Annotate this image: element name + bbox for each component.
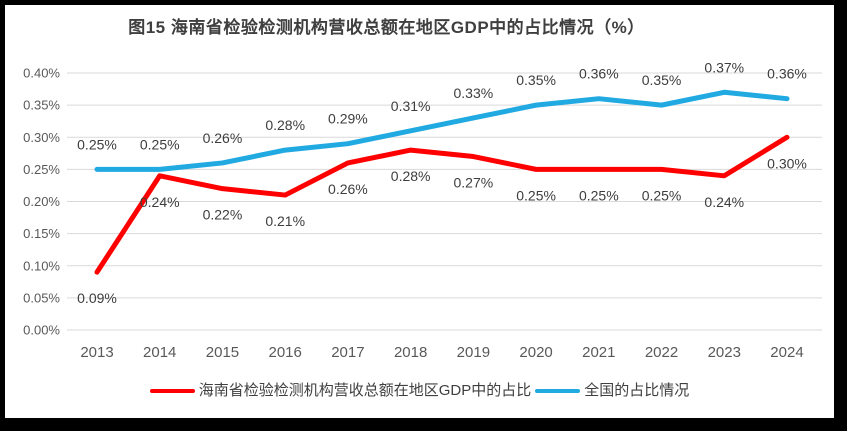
hainan-gdp-share-data-label: 0.24% <box>140 194 180 210</box>
hainan-gdp-share-data-label: 0.25% <box>579 187 619 203</box>
y-axis-tick-label: 0.30% <box>23 130 60 145</box>
hainan-gdp-share-data-label: 0.24% <box>704 194 744 210</box>
hainan-gdp-share-data-label: 0.26% <box>328 181 368 197</box>
hainan-gdp-share-line <box>94 134 790 275</box>
x-axis-tick-label: 2017 <box>331 344 364 361</box>
x-axis-tick-label: 2019 <box>457 344 490 361</box>
x-axis-tick-label: 2015 <box>206 344 239 361</box>
national-series-legend-swatch <box>535 389 581 393</box>
x-axis-tick-label: 2021 <box>582 344 615 361</box>
y-axis-tick-label: 0.40% <box>23 66 60 81</box>
chart-title: 图15 海南省检验检测机构营收总额在地区GDP中的占比情况（%） <box>128 18 645 37</box>
y-axis-tick-label: 0.25% <box>23 162 60 177</box>
hainan-gdp-share-data-label: 0.30% <box>767 155 807 171</box>
y-axis-tick-label: 0.10% <box>23 258 60 273</box>
x-axis-tick-label: 2024 <box>770 344 803 361</box>
national-share-data-label: 0.35% <box>516 72 556 88</box>
national-share-data-label: 0.37% <box>704 59 744 75</box>
x-axis-tick-label: 2023 <box>708 344 741 361</box>
y-axis-tick-label: 0.00% <box>23 323 60 338</box>
national-share-data-label: 0.26% <box>203 130 243 146</box>
national-share-data-label: 0.25% <box>140 136 180 152</box>
hainan-gdp-share-data-label: 0.28% <box>391 168 431 184</box>
national-share-data-label: 0.35% <box>642 72 682 88</box>
x-axis-tick-label: 2014 <box>143 344 176 361</box>
x-axis-tick-label: 2013 <box>80 344 113 361</box>
national-share-data-label: 0.25% <box>77 136 117 152</box>
x-axis-tick-label: 2022 <box>645 344 678 361</box>
national-series-legend-label: 全国的占比情况 <box>584 382 690 399</box>
y-axis-tick-label: 0.05% <box>23 290 60 305</box>
y-axis-tick-label: 0.35% <box>23 98 60 113</box>
x-axis-tick-label: 2018 <box>394 344 427 361</box>
hainan-gdp-share-data-label: 0.25% <box>642 187 682 203</box>
x-axis-tick-label: 2016 <box>268 344 301 361</box>
chart-panel: 图15 海南省检验检测机构营收总额在地区GDP中的占比情况（%） 0.40% 0.… <box>5 5 834 418</box>
hainan-series-legend-swatch <box>149 389 195 393</box>
line-chart-plot-area: 0.40% 0.35% 0.30% 0.25% 0.20% 0.15% 0.10% 0.05%… <box>23 59 822 361</box>
national-share-data-label: 0.31% <box>391 98 431 114</box>
national-share-data-label: 0.36% <box>579 66 619 82</box>
hainan-gdp-share-data-label: 0.22% <box>203 207 243 223</box>
national-share-data-label: 0.29% <box>328 111 368 127</box>
hainan-series-legend-label: 海南省检验检测机构营收总额在地区GDP中的占比 <box>198 382 532 399</box>
national-share-line <box>94 89 790 172</box>
hainan-gdp-share-data-label: 0.21% <box>265 213 305 229</box>
national-share-data-label: 0.28% <box>265 117 305 133</box>
hainan-gdp-share-data-label: 0.25% <box>516 187 556 203</box>
y-axis-tick-label: 0.20% <box>23 194 60 209</box>
x-axis-tick-label: 2020 <box>519 344 552 361</box>
national-share-data-label: 0.33% <box>454 85 494 101</box>
national-share-data-label: 0.36% <box>767 66 807 82</box>
hainan-gdp-share-data-label: 0.09% <box>77 290 117 306</box>
legend: 海南省检验检测机构营收总额在地区GDP中的占比 全国的占比情况 <box>5 381 834 401</box>
y-axis-tick-label: 0.15% <box>23 226 60 241</box>
hainan-gdp-share-data-label: 0.27% <box>454 175 494 191</box>
